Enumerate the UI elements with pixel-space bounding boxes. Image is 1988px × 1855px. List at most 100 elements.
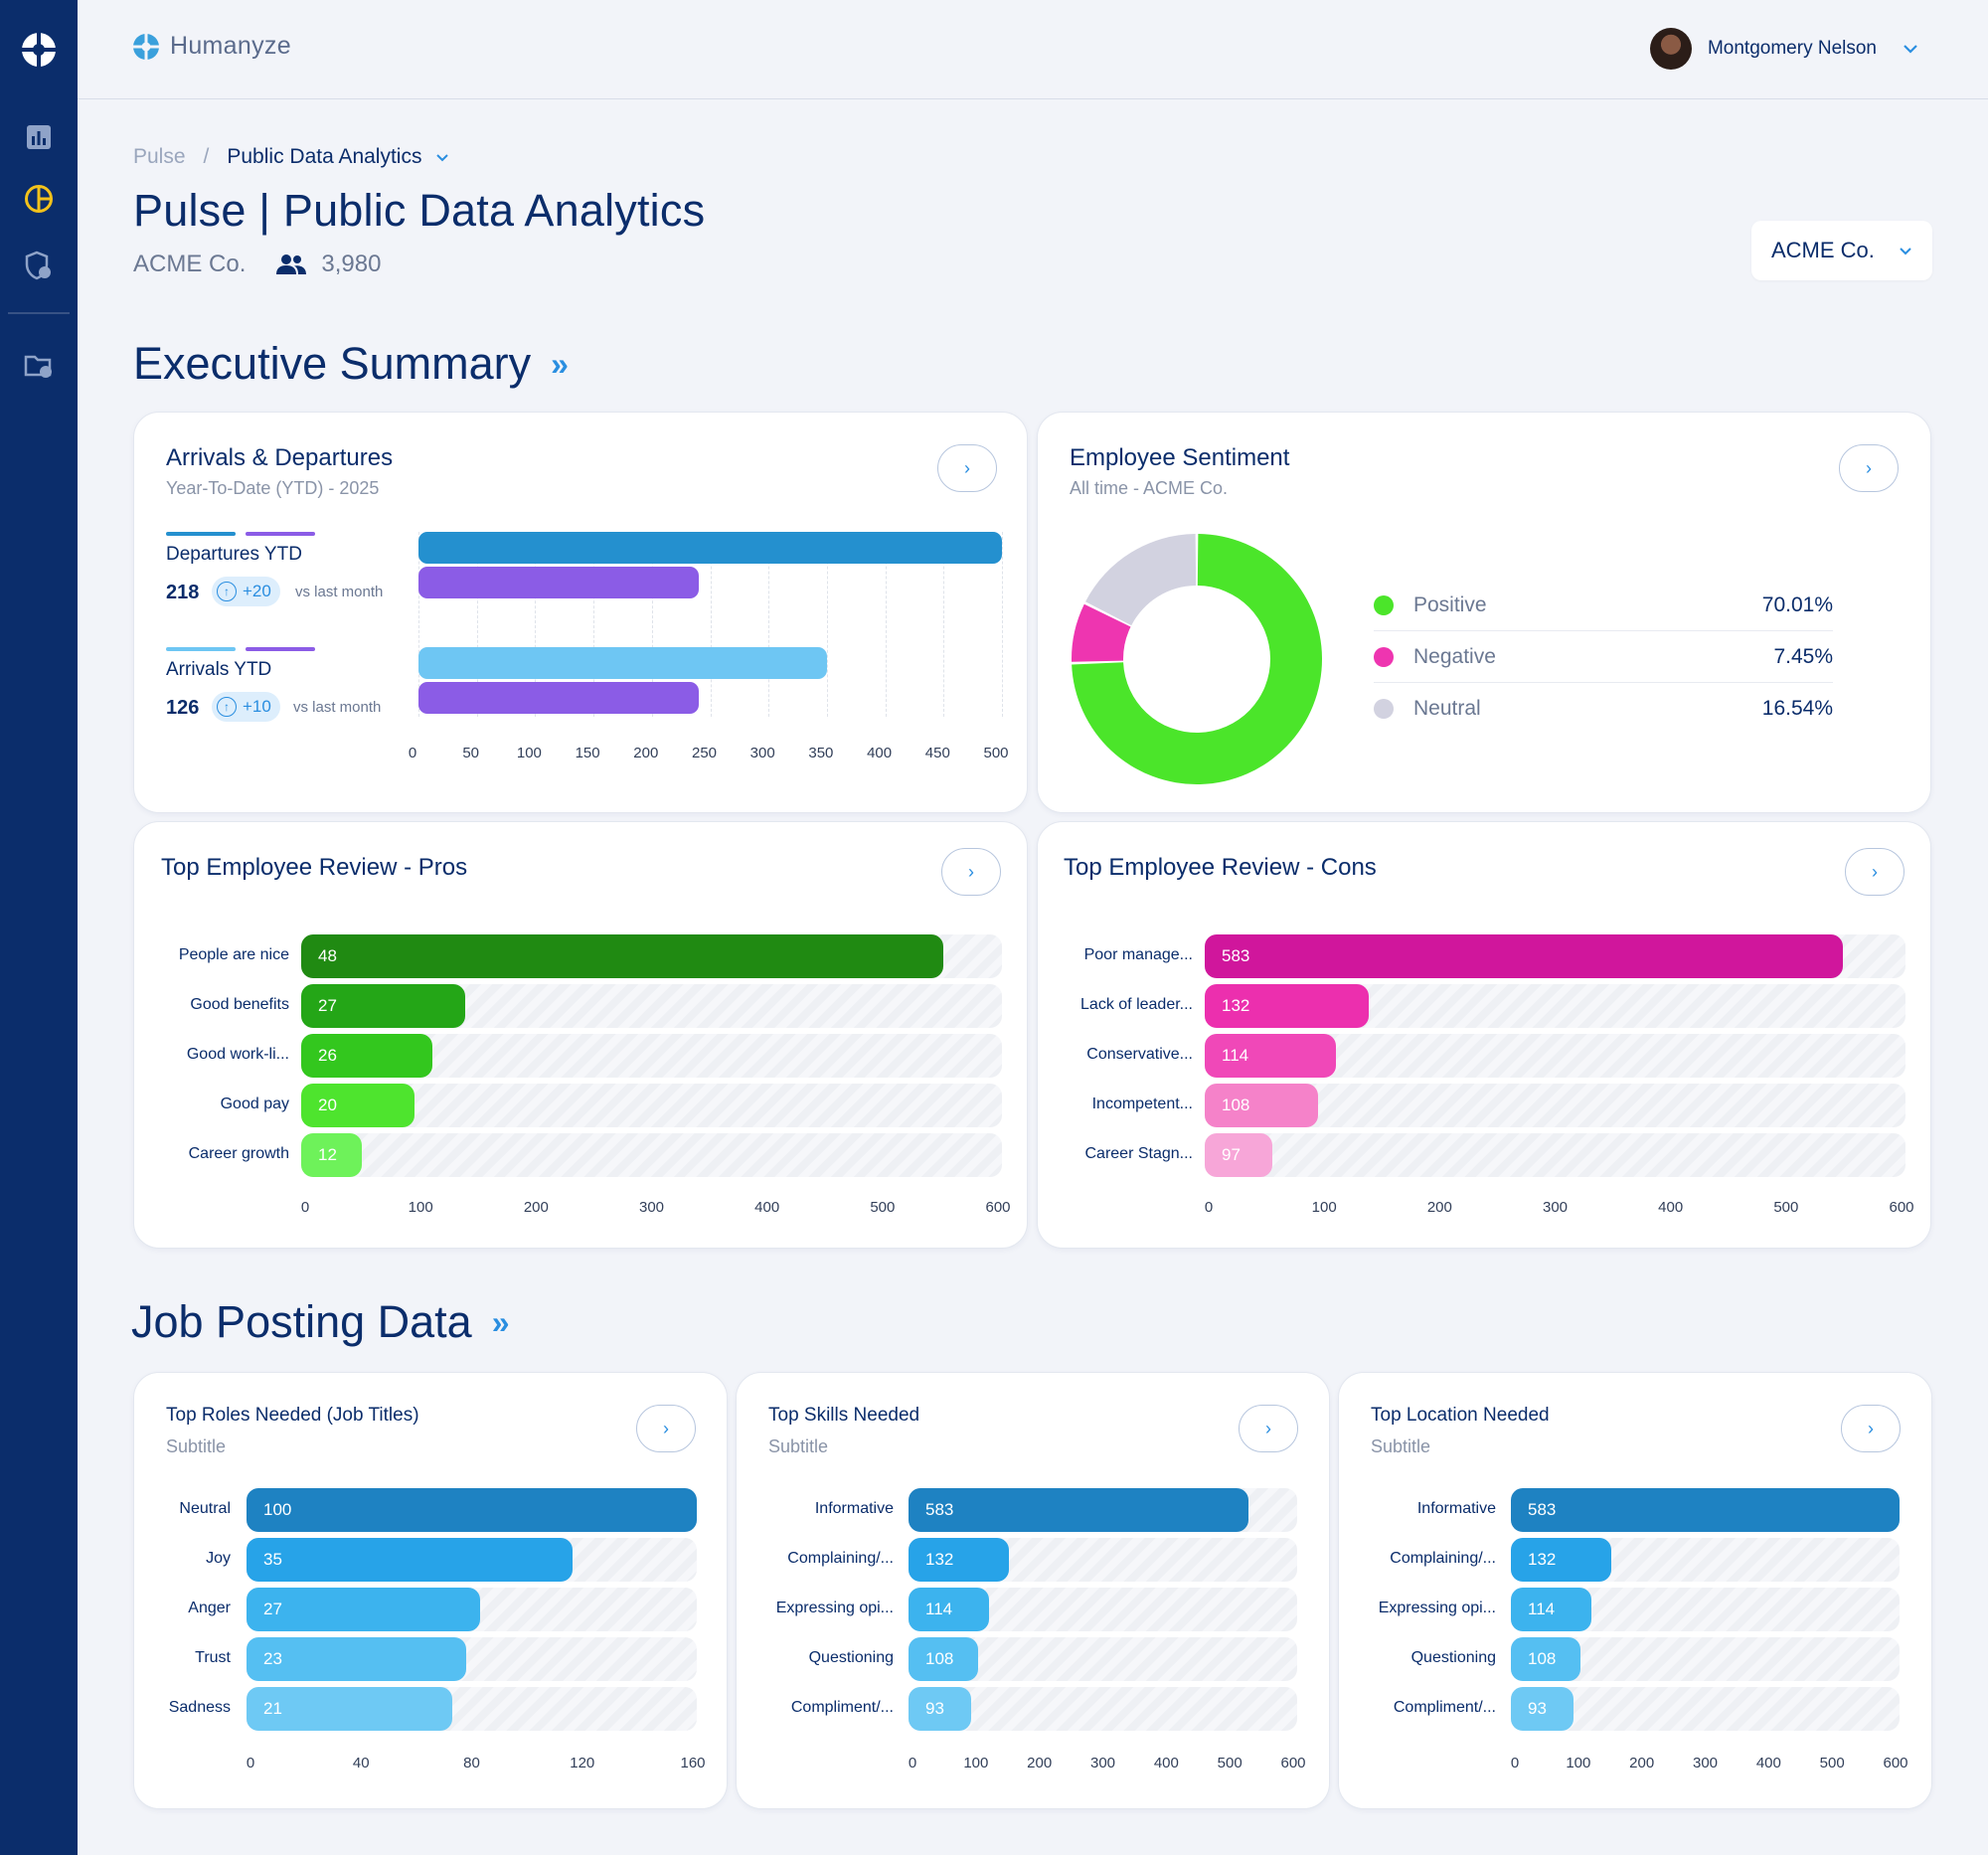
vs-label: vs last month	[295, 584, 384, 600]
bar[interactable]: 20	[301, 1084, 414, 1127]
bar-label: Good pay	[220, 1096, 289, 1112]
bar[interactable]: 583	[1205, 934, 1843, 978]
bar[interactable]: 108	[1511, 1637, 1580, 1681]
x-tick-label: 200	[1629, 1755, 1655, 1771]
x-tick-label: 40	[352, 1755, 370, 1771]
bar[interactable]: 100	[247, 1488, 697, 1532]
logo-icon[interactable]	[0, 30, 78, 70]
bar[interactable]: 583	[1511, 1488, 1900, 1532]
delta-value: +20	[243, 582, 271, 600]
breadcrumb-current[interactable]: Public Data Analytics	[227, 145, 422, 168]
x-tick-label: 100	[963, 1755, 989, 1771]
gridline	[943, 532, 945, 717]
double-chevron-icon[interactable]: »	[551, 345, 569, 382]
bar[interactable]: 23	[247, 1637, 466, 1681]
pie-chart-icon[interactable]	[0, 183, 78, 215]
x-tick-label: 200	[523, 1199, 549, 1216]
card-review-pros: Top Employee Review - Pros › People are …	[133, 821, 1028, 1249]
bar-label: Lack of leader...	[1080, 996, 1193, 1013]
bar[interactable]: 97	[1205, 1133, 1273, 1177]
bar-label: Neutral	[179, 1500, 231, 1517]
bar-label: Complaining/...	[787, 1550, 894, 1567]
bar-label: Career growth	[188, 1145, 289, 1162]
company-select[interactable]: ACME Co.	[1751, 221, 1932, 280]
bar-value: 23	[263, 1649, 282, 1668]
x-tick-label: 0	[1204, 1199, 1214, 1216]
card-open-button[interactable]: ›	[636, 1405, 696, 1452]
bar-value: 132	[925, 1550, 954, 1569]
bar[interactable]: 48	[301, 934, 944, 978]
bar[interactable]: 12	[301, 1133, 363, 1177]
avatar[interactable]	[1649, 28, 1692, 70]
x-tick-label: 500	[1217, 1755, 1242, 1771]
folder-info-icon[interactable]	[0, 350, 78, 382]
x-tick-label: 200	[1027, 1755, 1053, 1771]
card-open-button[interactable]: ›	[941, 848, 1001, 896]
card-open-button[interactable]: ›	[1239, 1405, 1298, 1452]
bar-value: 20	[318, 1096, 337, 1114]
bar-value: 108	[1528, 1649, 1557, 1668]
card-open-button[interactable]: ›	[1839, 444, 1899, 492]
bar[interactable]: 108	[909, 1637, 978, 1681]
double-chevron-icon[interactable]: »	[491, 1303, 510, 1340]
bar-label: Compliment/...	[1393, 1699, 1496, 1716]
bar[interactable]: 114	[909, 1588, 989, 1631]
bar[interactable]: 27	[247, 1588, 480, 1631]
shield-icon[interactable]	[0, 249, 78, 282]
bar-track	[1205, 1084, 1905, 1127]
page-meta: ACME Co. 3,980	[133, 251, 381, 278]
x-tick-label: 0	[1510, 1755, 1520, 1771]
chevron-right-icon: ›	[1872, 861, 1878, 882]
chevron-down-icon	[1900, 247, 1911, 254]
gridline	[826, 532, 828, 717]
gridline	[418, 532, 419, 717]
chevron-down-icon[interactable]	[1903, 44, 1918, 54]
bar-label: Good benefits	[190, 996, 289, 1013]
card-top-roles: Top Roles Needed (Job Titles) Subtitle ›…	[133, 1372, 728, 1809]
x-tick-label: 400	[867, 745, 893, 761]
bar[interactable]: 35	[247, 1538, 574, 1582]
x-tick-label: 450	[924, 745, 950, 761]
x-tick-label: 300	[1089, 1755, 1116, 1771]
bar[interactable]: 132	[1205, 984, 1369, 1028]
bar-value: 12	[318, 1145, 337, 1164]
x-tick-label: 50	[462, 745, 480, 761]
x-tick-label: 300	[1692, 1755, 1719, 1771]
bar[interactable]: 26	[301, 1034, 432, 1078]
brand[interactable]: Humanyze	[132, 32, 291, 61]
card-open-button[interactable]: ›	[1841, 1405, 1901, 1452]
legend-value: 7.45%	[1773, 644, 1833, 668]
bar[interactable]: 93	[909, 1687, 971, 1731]
sidebar-divider	[8, 312, 70, 314]
breadcrumb-root[interactable]: Pulse	[133, 145, 186, 168]
gridline	[1002, 532, 1003, 717]
bar-chart-icon[interactable]	[0, 121, 78, 153]
bar[interactable]: 132	[909, 1538, 1009, 1582]
donut-slice-negative	[1072, 603, 1131, 662]
x-tick-label: 500	[1773, 1199, 1799, 1216]
bar[interactable]: 583	[909, 1488, 1249, 1532]
x-tick-label: 600	[1889, 1199, 1914, 1216]
bar[interactable]: 108	[1205, 1084, 1318, 1127]
bar[interactable]: 132	[1511, 1538, 1611, 1582]
page-title: Pulse | Public Data Analytics	[133, 185, 706, 236]
legend-line	[166, 647, 236, 651]
bar-label: Questioning	[1410, 1649, 1496, 1666]
bar-label: Informative	[814, 1500, 894, 1517]
bar[interactable]: 114	[1205, 1034, 1336, 1078]
card-open-button[interactable]: ›	[1845, 848, 1905, 896]
chevron-right-icon: ›	[1866, 457, 1872, 478]
bar-track	[301, 1084, 1002, 1127]
bar[interactable]: 27	[301, 984, 465, 1028]
x-tick-label: 150	[575, 745, 600, 761]
bar-label: Incompetent...	[1091, 1096, 1193, 1112]
bar[interactable]: 21	[247, 1687, 452, 1731]
bar[interactable]: 93	[1511, 1687, 1574, 1731]
bar	[418, 532, 1002, 564]
bar[interactable]: 114	[1511, 1588, 1591, 1631]
card-open-button[interactable]: ›	[937, 444, 997, 492]
chevron-down-icon[interactable]	[435, 153, 449, 162]
legend-label: Neutral	[1413, 697, 1481, 720]
user-menu[interactable]: Montgomery Nelson	[1649, 28, 1918, 70]
bar-value: 132	[1222, 996, 1250, 1015]
